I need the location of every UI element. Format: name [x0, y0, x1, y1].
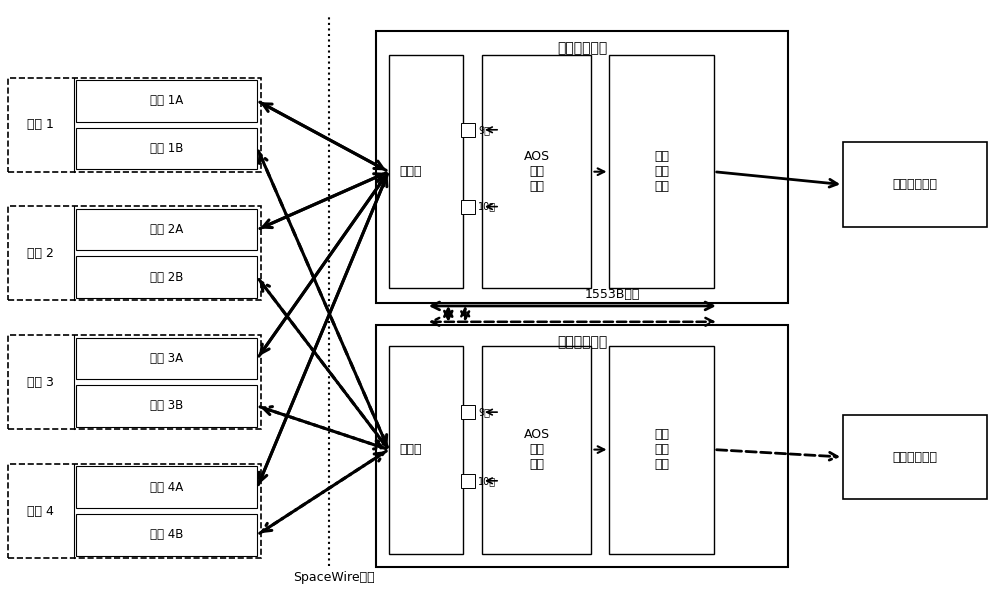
- Bar: [389, 55, 463, 288]
- Text: 路由器: 路由器: [400, 165, 422, 178]
- Bar: [8, 78, 261, 172]
- Text: 接口
转换
模块: 接口 转换 模块: [654, 150, 669, 193]
- Text: 备份数据处理: 备份数据处理: [557, 335, 607, 350]
- Bar: [76, 80, 257, 121]
- Text: 节点 1A: 节点 1A: [150, 94, 183, 108]
- Text: 载荷 4: 载荷 4: [27, 505, 54, 517]
- Text: 载荷 2: 载荷 2: [27, 247, 54, 260]
- Bar: [76, 338, 257, 379]
- Text: 节点 4B: 节点 4B: [150, 528, 184, 541]
- Text: 节点 3B: 节点 3B: [150, 399, 183, 413]
- Bar: [389, 346, 463, 554]
- Bar: [8, 335, 261, 429]
- Bar: [609, 346, 714, 554]
- Text: 节点 2B: 节点 2B: [150, 271, 184, 283]
- Bar: [461, 474, 475, 488]
- Bar: [376, 30, 788, 303]
- Text: 载荷 1: 载荷 1: [27, 118, 54, 131]
- Text: AOS
处理
部分: AOS 处理 部分: [524, 150, 550, 193]
- Bar: [843, 142, 987, 227]
- Text: 10口: 10口: [478, 476, 496, 486]
- Text: 节点 3A: 节点 3A: [150, 352, 183, 365]
- Text: AOS
处理
部分: AOS 处理 部分: [524, 428, 550, 471]
- Text: 9口: 9口: [478, 407, 490, 417]
- Bar: [461, 200, 475, 213]
- Text: 10口: 10口: [478, 202, 496, 212]
- Bar: [461, 123, 475, 137]
- Text: 主份物理信道: 主份物理信道: [893, 178, 938, 191]
- Bar: [609, 55, 714, 288]
- Bar: [76, 466, 257, 508]
- Text: 接口
转换
模块: 接口 转换 模块: [654, 428, 669, 471]
- Bar: [482, 346, 591, 554]
- Bar: [461, 405, 475, 419]
- Bar: [8, 464, 261, 558]
- Text: 节点 4A: 节点 4A: [150, 481, 183, 494]
- Text: 节点 1B: 节点 1B: [150, 142, 184, 155]
- Text: 载荷 3: 载荷 3: [27, 376, 54, 389]
- Text: 主份数据处理: 主份数据处理: [557, 41, 607, 56]
- Text: 备份物理信道: 备份物理信道: [893, 450, 938, 463]
- Bar: [76, 385, 257, 427]
- Text: 路由器: 路由器: [400, 443, 422, 456]
- Bar: [76, 127, 257, 169]
- Text: 1553B总线: 1553B总线: [584, 288, 640, 301]
- Bar: [76, 209, 257, 251]
- Bar: [76, 257, 257, 298]
- Text: 9口: 9口: [478, 125, 490, 135]
- Bar: [76, 514, 257, 556]
- Bar: [376, 325, 788, 568]
- Text: SpaceWire总线: SpaceWire总线: [293, 571, 375, 584]
- Bar: [843, 415, 987, 499]
- Text: 节点 2A: 节点 2A: [150, 223, 183, 236]
- Bar: [482, 55, 591, 288]
- Bar: [8, 206, 261, 300]
